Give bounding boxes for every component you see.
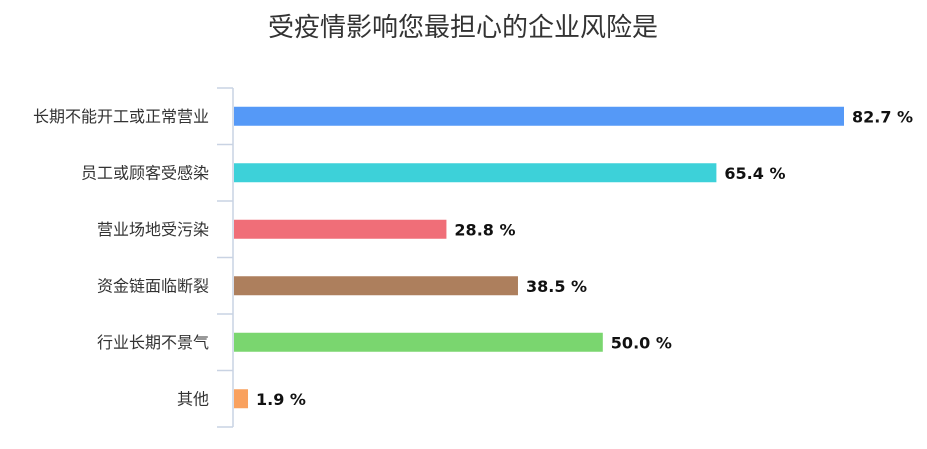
category-label: 其他 bbox=[177, 389, 209, 408]
bar bbox=[234, 389, 249, 409]
bar bbox=[234, 219, 447, 239]
bar bbox=[234, 276, 518, 296]
category-label: 资金链面临断裂 bbox=[97, 276, 209, 295]
category-label: 长期不能开工或正常营业 bbox=[33, 107, 209, 126]
category-label: 行业长期不景气 bbox=[97, 333, 209, 352]
data-label: 65.4 % bbox=[724, 164, 785, 183]
data-label: 28.8 % bbox=[454, 220, 515, 239]
bar bbox=[234, 332, 603, 352]
data-label: 50.0 % bbox=[611, 333, 672, 352]
bar bbox=[234, 163, 717, 183]
category-label: 员工或顾客受感染 bbox=[81, 163, 209, 182]
category-label: 营业场地受污染 bbox=[97, 220, 209, 239]
data-label: 38.5 % bbox=[526, 277, 587, 296]
data-label: 1.9 % bbox=[256, 390, 306, 409]
chart-title: 受疫情影响您最担心的企业风险是 bbox=[268, 13, 658, 43]
bar bbox=[234, 106, 844, 126]
category-axis: 长期不能开工或正常营业员工或顾客受感染营业场地受污染资金链面临断裂行业长期不景气… bbox=[33, 87, 234, 428]
data-label: 82.7 % bbox=[852, 107, 913, 126]
bars: 82.7 % 65.4 % 28.8 % 38.5 % 50.0 % 1.9 % bbox=[234, 106, 913, 409]
